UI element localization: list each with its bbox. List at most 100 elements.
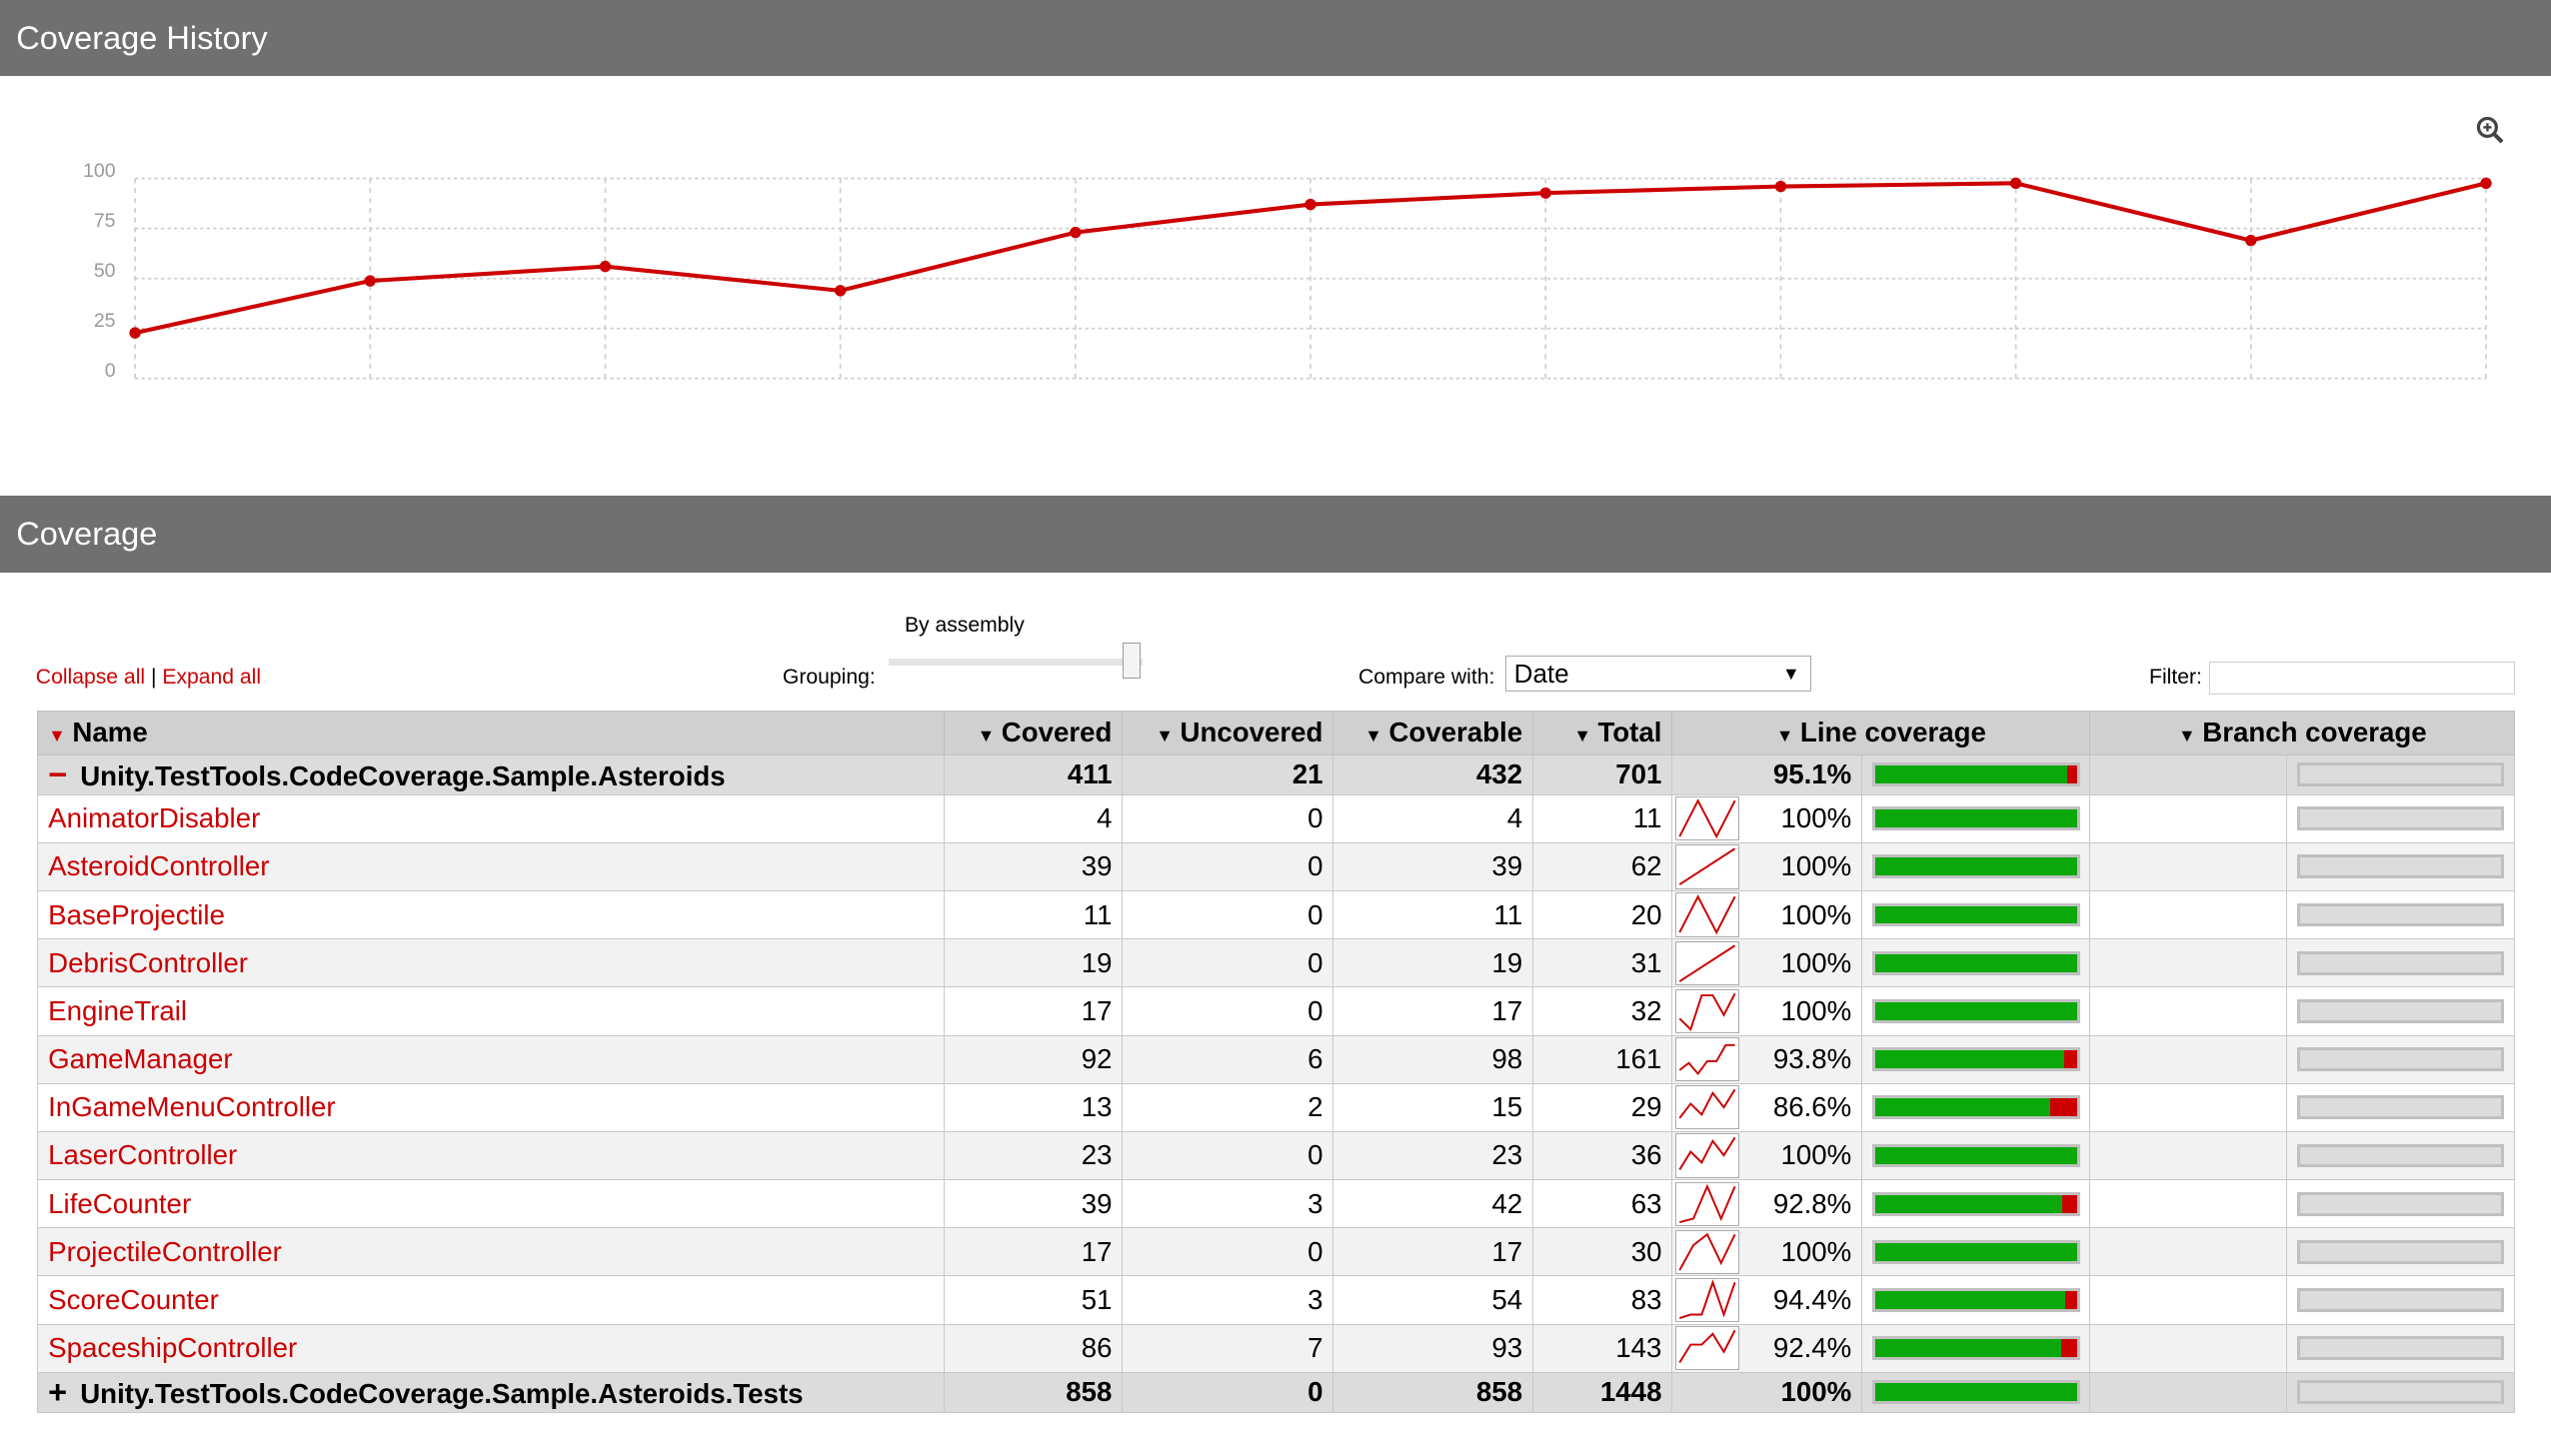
line-chart: 0 25 50 75 100 [83, 160, 2492, 383]
class-link[interactable]: AnimatorDisabler [48, 802, 261, 834]
total-value: 701 [1615, 758, 1662, 790]
sort-arrow-icon: ▼ [1573, 726, 1591, 746]
uncovered-value: 0 [1307, 1139, 1323, 1171]
uncovered-fill [2049, 1098, 2077, 1117]
grouping-slider-handle[interactable] [1123, 642, 1141, 679]
column-line-coverage[interactable]: ▼ Line coverage [1671, 711, 2091, 755]
class-link[interactable]: EngineTrail [48, 994, 188, 1026]
branch-coverage-bar [2296, 1336, 2505, 1361]
filter-label: Filter: [2149, 665, 2202, 689]
line-coverage-percent: 95.1% [1772, 758, 1852, 790]
coverage-bar [1871, 806, 2080, 831]
covered-fill [1874, 765, 2067, 783]
class-link[interactable]: LifeCounter [48, 1187, 192, 1219]
sparkline-line [1678, 1329, 1736, 1364]
coverable-value: 39 [1491, 850, 1523, 882]
coverage-bar [1871, 1191, 2080, 1216]
data-point [2480, 178, 2492, 190]
coverage-bar [1871, 854, 2080, 879]
coverage-bar [1871, 762, 2080, 786]
covered-value: 39 [1081, 850, 1113, 882]
column-name[interactable]: ▼ Name [37, 711, 945, 755]
uncovered-fill [2062, 1194, 2077, 1213]
column-total[interactable]: ▼ Total [1531, 711, 1673, 755]
coverage-history-chart: 0 25 50 75 100 [0, 76, 2551, 496]
class-row: LaserController 23 0 23 36 100% [37, 1130, 2516, 1181]
sparkline-line [1679, 847, 1736, 886]
column-coverable[interactable]: ▼ Coverable [1332, 711, 1533, 755]
total-value: 31 [1630, 946, 1662, 978]
assembly-row[interactable]: + Unity.TestTools.CodeCoverage.Sample.Ast… [37, 1371, 2516, 1413]
uncovered-value: 7 [1307, 1332, 1323, 1364]
branch-coverage-bar [2296, 950, 2505, 975]
column-label: Line coverage [1799, 717, 1986, 748]
compare-select[interactable]: Date ▼ [1504, 655, 1811, 692]
class-link[interactable]: GameManager [48, 1043, 233, 1075]
collapse-icon[interactable]: − [48, 755, 68, 792]
covered-value: 4 [1097, 802, 1113, 834]
total-value: 20 [1630, 898, 1662, 930]
class-row: AnimatorDisabler 4 0 4 11 100% [37, 793, 2516, 843]
covered-value: 17 [1081, 1235, 1113, 1267]
total-value: 11 [1632, 802, 1662, 834]
sparkline-line [1678, 894, 1736, 935]
class-link[interactable]: ProjectileController [48, 1235, 282, 1267]
y-tick-label: 50 [94, 260, 116, 282]
history-sparkline [1675, 1036, 1740, 1082]
grouping-label: Grouping: [782, 665, 876, 689]
class-link[interactable]: SpaceshipController [48, 1332, 298, 1364]
column-uncovered[interactable]: ▼ Uncovered [1122, 711, 1334, 755]
expand-icon[interactable]: + [48, 1373, 68, 1410]
line-coverage-percent: 100% [1780, 1139, 1852, 1171]
assembly-row[interactable]: − Unity.TestTools.CodeCoverage.Sample.Ast… [37, 753, 2516, 795]
class-link[interactable]: AsteroidController [48, 850, 270, 882]
line-coverage-percent: 86.6% [1772, 1091, 1852, 1123]
column-covered[interactable]: ▼ Covered [943, 711, 1124, 755]
grouping-slider[interactable] [888, 642, 1143, 679]
compare-value: Date [1513, 658, 1569, 689]
total-value: 29 [1630, 1091, 1662, 1123]
data-point [599, 261, 612, 273]
covered-fill [1874, 1050, 2065, 1069]
class-link[interactable]: InGameMenuController [48, 1091, 336, 1123]
class-row: GameManager 92 6 98 161 93.8% [37, 1034, 2516, 1084]
y-tick-label: 75 [94, 210, 116, 232]
column-branch-coverage[interactable]: ▼ Branch coverage [2089, 711, 2516, 755]
filter-input[interactable] [2209, 662, 2516, 695]
covered-fill [1874, 809, 2077, 828]
sort-arrow-icon: ▼ [1775, 726, 1794, 746]
coverage-bar [1871, 1288, 2080, 1312]
sparkline-line [1678, 1137, 1736, 1171]
collapse-all-link[interactable]: Collapse all [35, 665, 146, 689]
class-row: EngineTrail 17 0 17 32 100% [37, 986, 2516, 1036]
total-value: 36 [1630, 1139, 1662, 1171]
line-coverage-percent: 93.8% [1772, 1043, 1852, 1075]
coverable-value: 42 [1491, 1187, 1523, 1219]
class-link[interactable]: BaseProjectile [48, 898, 225, 930]
covered-fill [1874, 1146, 2077, 1165]
line-coverage-percent: 100% [1780, 994, 1852, 1026]
coverable-value: 4 [1506, 802, 1523, 834]
line-coverage-percent: 100% [1780, 850, 1852, 882]
covered-fill [1874, 1339, 2062, 1358]
covered-value: 11 [1083, 898, 1113, 930]
expand-all-link[interactable]: Expand all [162, 665, 262, 689]
history-sparkline [1675, 1133, 1740, 1178]
line-coverage-percent: 100% [1780, 1376, 1852, 1408]
sparkline-line [1679, 1043, 1736, 1076]
coverable-value: 54 [1491, 1284, 1523, 1316]
total-value: 32 [1630, 994, 1662, 1026]
coverage-header: Coverage [0, 496, 2551, 573]
data-point [2009, 178, 2022, 190]
branch-coverage-bar [2296, 854, 2505, 879]
covered-value: 39 [1081, 1187, 1113, 1219]
data-point [1304, 199, 1316, 211]
separator: | [150, 665, 157, 689]
class-link[interactable]: ScoreCounter [48, 1284, 219, 1316]
history-sparkline [1675, 1181, 1740, 1226]
zoom-in-icon[interactable] [2476, 116, 2505, 145]
class-link[interactable]: LaserController [48, 1139, 238, 1171]
coverage-table: ▼ Name ▼ Covered ▼ Uncovered ▼ Coverable ▼ To… [37, 711, 2516, 1413]
history-sparkline [1675, 988, 1740, 1034]
class-link[interactable]: DebrisController [48, 946, 248, 978]
